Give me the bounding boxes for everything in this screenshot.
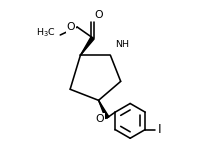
Text: H$_3$C: H$_3$C <box>36 26 56 39</box>
Text: O: O <box>67 22 75 32</box>
Text: O: O <box>96 113 104 124</box>
Polygon shape <box>80 37 94 55</box>
Text: O: O <box>94 10 103 20</box>
Text: NH: NH <box>115 40 129 49</box>
Polygon shape <box>99 100 109 118</box>
Text: I: I <box>157 123 161 136</box>
